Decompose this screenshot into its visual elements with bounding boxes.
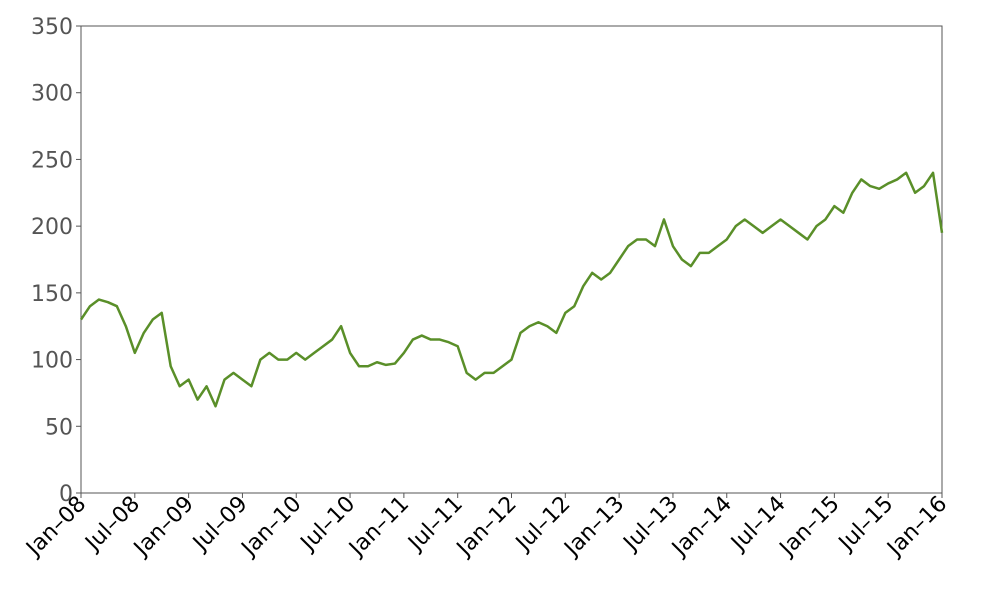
data-line: [79, 171, 944, 408]
y-tick-label: 350: [31, 15, 73, 40]
y-tick-label: 0: [59, 482, 73, 507]
x-tick-label: Jan–16: [882, 492, 953, 563]
x-tick-label: Jan–09: [128, 492, 199, 563]
x-tick-label: Jan–11: [343, 492, 414, 563]
y-tick-label: 300: [31, 82, 73, 107]
y-tick-label: 100: [31, 349, 73, 374]
x-tick-label: Jan–14: [666, 492, 737, 563]
x-tick-label: Jan–13: [559, 492, 630, 563]
x-tick-label: Jan–15: [774, 492, 845, 563]
plot-frame: [80, 25, 943, 494]
y-tick-label: 200: [31, 215, 73, 240]
y-tick-label: 150: [31, 282, 73, 307]
x-tick-label: Jan–08: [21, 492, 92, 563]
y-tick-label: 250: [31, 148, 73, 173]
y-tick-label: 50: [45, 415, 73, 440]
x-tick-label: Jan–10: [236, 492, 307, 563]
x-tick-label: Jan–12: [451, 492, 522, 563]
